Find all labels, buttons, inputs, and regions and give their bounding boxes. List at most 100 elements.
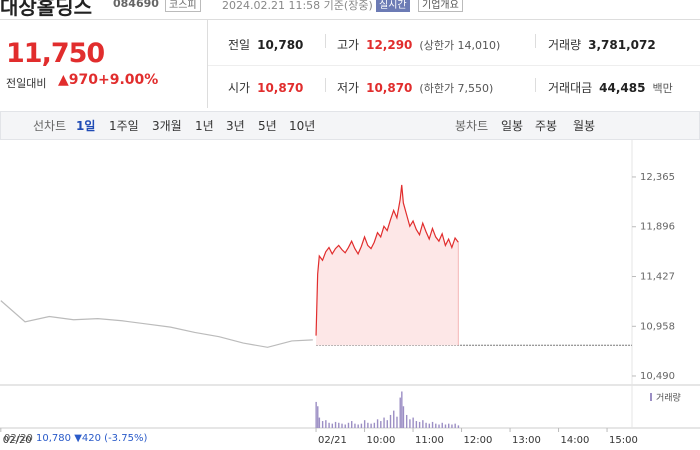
stock-code: 084690 [113,0,159,10]
volume-bar [454,423,456,428]
volume-bar [317,406,319,428]
tab[interactable]: 3년 [226,119,245,133]
tab[interactable]: 월봉 [573,119,596,133]
item-value: 10,780 [257,38,304,52]
item-label: 시가 [228,81,251,95]
divider [535,78,536,92]
volume-bar [373,422,376,428]
x-tick-label: 15:00 [609,435,638,446]
current-price: 11,750 [6,38,105,69]
volume-bar [425,422,427,428]
summary-item: 전일 10,780 [228,36,303,53]
volume-bar [360,423,363,428]
tab[interactable]: 주봉 [535,119,558,133]
price-line [0,300,313,348]
volume-bar [318,417,321,428]
item-value: 10,870 [257,81,304,95]
volume-bar [367,422,369,428]
change-label: 전일대비 [6,77,47,90]
tab[interactable]: 1주일 [109,119,139,133]
x-tick-label: 11:00 [415,435,444,446]
volume-bar [338,422,340,428]
item-value: 44,485 [599,81,646,95]
volume-bar [341,423,343,428]
item-extra: (하한가 7,550) [419,82,494,95]
volume-bar [389,414,392,428]
prev-info: 02/20 10,780 ▼420 (-3.75%) [4,433,147,444]
item-extra: (상한가 14,010) [419,39,501,52]
y-tick-label: 11,427 [640,272,675,283]
volume-bar [409,419,411,428]
item-label: 거래량 [548,38,582,52]
volume-bar [441,422,443,428]
prev-rate: (-3.75%) [104,433,148,444]
volume-bar [418,421,421,428]
datetime: 2024.02.21 11:58 기준(장중) [222,0,373,12]
tab-group-label: 봉차트 [455,119,489,133]
divider [0,19,700,20]
price-line [315,184,459,336]
volume-bar [363,420,366,428]
volume-bar [412,417,414,428]
y-tick-label: 10,490 [640,371,675,382]
legend-label: 거래량 [656,392,681,404]
live-badge[interactable]: 실시간 [376,0,410,12]
volume-bar [331,423,334,428]
tab[interactable]: 1일 [76,119,96,133]
volume-bar [448,423,450,428]
volume-bar [334,421,337,428]
tab[interactable]: 10년 [289,119,316,133]
info-badge[interactable]: 기업개요 [418,0,463,12]
item-value: 10,870 [366,81,413,95]
volume-bar [444,424,447,428]
tab[interactable]: 일봉 [501,119,524,133]
x-tick-label: 13:00 [512,435,541,446]
stock-name: 대상홀딩스 [0,0,92,19]
tab-bar [0,111,700,140]
item-value: 3,781,072 [588,38,656,52]
item-label: 거래대금 [548,81,593,95]
volume-bar [386,420,388,428]
prev-date: 02/20 [4,433,33,444]
tab[interactable]: 3개월 [152,119,182,133]
volume-bar [431,421,434,428]
item-label: 고가 [337,38,360,52]
item-value: 12,290 [366,38,413,52]
y-tick-label: 12,365 [640,172,675,183]
volume-bar [328,422,330,428]
tab[interactable]: 5년 [258,119,277,133]
volume-bar [405,414,408,428]
summary-item: 거래대금 44,485 백만 [548,79,673,96]
tab-group-label: 선차트 [33,119,67,133]
x-tick-label: 02/21 [318,435,347,446]
divider [207,20,208,108]
volume-bar [351,421,353,428]
volume-bar [357,424,359,428]
divider [325,34,326,48]
summary-item: 고가 12,290 (상한가 14,010) [337,36,500,53]
volume-bar [347,422,350,428]
volume-bar [399,397,401,428]
volume-bar [438,424,440,428]
volume-bar [451,424,453,428]
divider [535,34,536,48]
volume-bar [422,420,424,428]
prev-price: 10,780 [36,433,72,444]
x-tick-label: 14:00 [561,435,590,446]
summary-item: 거래량 3,781,072 [548,36,656,53]
volume-bar [401,391,403,428]
volume-bar [383,417,385,428]
volume-bar [396,416,398,428]
volume-bar [428,423,431,428]
item-extra: 백만 [652,82,673,95]
tab[interactable]: 1년 [195,119,214,133]
volume-bar [457,425,460,428]
summary-item: 시가 10,870 [228,79,303,96]
divider [325,78,326,92]
volume-bar [380,421,382,428]
market-badge: 코스피 [165,0,201,12]
volume-bar [325,420,327,428]
volume-bar [344,424,346,428]
area [316,184,459,346]
